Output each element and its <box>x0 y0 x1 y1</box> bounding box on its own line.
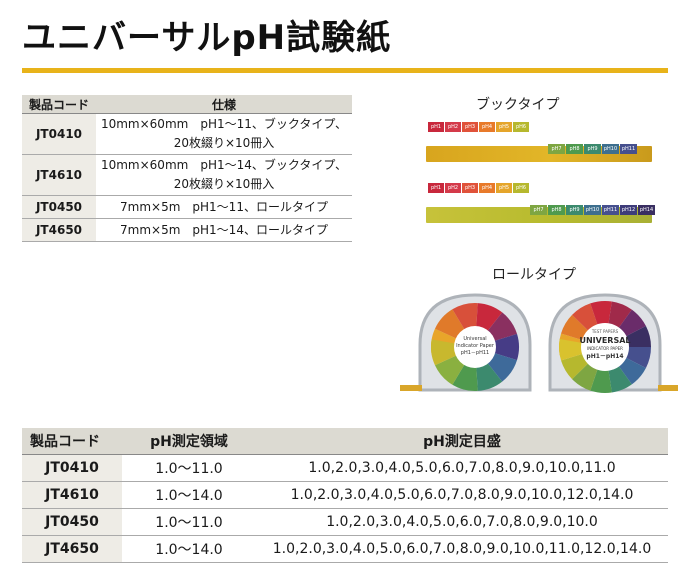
product-code: JT4610 <box>22 154 96 196</box>
spec-text: 10mm×60mm pH1～11、ブックタイプ、 20枚綴り×10冊入 <box>96 113 352 155</box>
roll-type-caption: ロールタイプ <box>492 267 576 283</box>
range-header-scale: pH測定目盛 <box>256 428 668 455</box>
ph-color-chip: pH10 <box>584 205 601 215</box>
roll-dispenser-ph14: TEST PAPERS UNIVERSAL INDICATOR PAPER pH… <box>548 293 678 393</box>
booklet-ph11-chart: pH1 pH2 pH3 pH4 pH5 pH6 <box>428 122 529 132</box>
roll-label-text: pH1－pH11 <box>461 350 489 356</box>
ph-scale: 1.0,2.0,3.0,4.0,5.0,6.0,7.0,8.0,9.0,10.0… <box>256 535 668 563</box>
booklet-ph14-chart: pH1 pH2 pH3 pH4 pH5 pH6 <box>428 183 529 193</box>
ph-color-chip: pH4 <box>479 183 495 193</box>
product-code: JT0410 <box>22 113 96 155</box>
ph-color-chip: pH12 <box>620 205 637 215</box>
ph-color-chip: pH3 <box>462 183 478 193</box>
table-row: JT4610 1.0～14.0 1.0,2.0,3.0,4.0,5.0,6.0,… <box>22 481 668 509</box>
ph-color-chip: pH2 <box>445 122 461 132</box>
spec-table: 製品コード 仕様 JT0410 10mm×60mm pH1～11、ブックタイプ、… <box>22 95 352 242</box>
spec-line: 20枚綴り×10冊入 <box>173 177 275 191</box>
table-row: JT4650 1.0～14.0 1.0,2.0,3.0,4.0,5.0,6.0,… <box>22 535 668 563</box>
ph-color-chip: pH10 <box>602 144 619 154</box>
product-code: JT0450 <box>22 508 122 536</box>
ph-color-chip: pH8 <box>566 144 583 154</box>
ph-color-chip: pH1 <box>428 122 444 132</box>
spec-header-code: 製品コード <box>22 95 96 114</box>
color-chart-row: pH7 pH8 pH9 pH10 pH11 pH12 pH14 <box>530 205 655 215</box>
range-table: 製品コード pH測定領域 pH測定目盛 JT0410 1.0～11.0 1.0,… <box>22 428 668 563</box>
table-row: JT0450 1.0～11.0 1.0,2.0,3.0,4.0,5.0,6.0,… <box>22 508 668 536</box>
ph-color-chip: pH5 <box>496 122 512 132</box>
roll-dispensers-illustration: Universal Indicator Paper pH1－pH11 TEST … <box>400 293 678 393</box>
color-chart-row: pH7 pH8 pH9 pH10 pH11 <box>548 144 637 154</box>
ph-range: 1.0～14.0 <box>122 535 256 563</box>
paper-tape <box>658 385 678 391</box>
color-chart-row: pH1 pH2 pH3 pH4 pH5 pH6 <box>428 183 529 193</box>
ph-color-chip: pH14 <box>638 205 655 215</box>
roll-label-text: Universal <box>463 336 486 342</box>
ph-range: 1.0～11.0 <box>122 454 256 482</box>
roll-label-text: TEST PAPERS <box>591 329 619 334</box>
product-code: JT0410 <box>22 454 122 482</box>
spec-text: 7mm×5m pH1～14、ロールタイプ <box>96 218 352 242</box>
ph-scale: 1.0,2.0,3.0,4.0,5.0,6.0,7.0,8.0,9.0,10.0 <box>256 508 668 536</box>
table-row: JT4650 7mm×5m pH1～14、ロールタイプ <box>22 218 352 242</box>
spec-line: 10mm×60mm pH1～14、ブックタイプ、 <box>100 158 348 172</box>
roll-label-text: INDICATOR PAPER <box>587 346 623 351</box>
ph-color-chip: pH1 <box>428 183 444 193</box>
paper-tape <box>400 385 422 391</box>
page-title: ユニバーサルpH試験紙 <box>22 18 392 58</box>
ph-scale: 1.0,2.0,3.0,4.0,5.0,6.0,7.0,8.0,9.0,10.0… <box>256 481 668 509</box>
ph-color-chip: pH11 <box>602 205 619 215</box>
spec-text: 10mm×60mm pH1～14、ブックタイプ、 20枚綴り×10冊入 <box>96 154 352 196</box>
range-header-range: pH測定領域 <box>122 428 256 455</box>
product-code: JT4610 <box>22 481 122 509</box>
table-row: JT0410 1.0～11.0 1.0,2.0,3.0,4.0,5.0,6.0,… <box>22 454 668 482</box>
table-row: JT0450 7mm×5m pH1～11、ロールタイプ <box>22 195 352 219</box>
table-row: JT0410 10mm×60mm pH1～11、ブックタイプ、 20枚綴り×10… <box>22 113 352 155</box>
ph-color-chip: pH5 <box>496 183 512 193</box>
range-header-row: 製品コード pH測定領域 pH測定目盛 <box>22 428 668 455</box>
spec-line: 7mm×5m pH1～14、ロールタイプ <box>120 222 328 237</box>
product-code: JT0450 <box>22 195 96 219</box>
wheel-segment <box>475 333 519 361</box>
ph-range: 1.0～11.0 <box>122 508 256 536</box>
spec-header-row: 製品コード 仕様 <box>22 95 352 114</box>
color-chart-row: pH1 pH2 pH3 pH4 pH5 pH6 <box>428 122 529 132</box>
ph-range: 1.0～14.0 <box>122 481 256 509</box>
ph-color-chip: pH7 <box>548 144 565 154</box>
title-underline <box>22 68 668 73</box>
book-type-caption: ブックタイプ <box>476 97 560 113</box>
ph-color-chip: pH9 <box>566 205 583 215</box>
ph-color-chip: pH4 <box>479 122 495 132</box>
ph-scale: 1.0,2.0,3.0,4.0,5.0,6.0,7.0,8.0,9.0,10.0… <box>256 454 668 482</box>
product-code: JT4650 <box>22 218 96 242</box>
spec-header-spec: 仕様 <box>96 95 352 114</box>
spec-text: 7mm×5m pH1～11、ロールタイプ <box>96 195 352 219</box>
table-row: JT4610 10mm×60mm pH1～14、ブックタイプ、 20枚綴り×10… <box>22 154 352 196</box>
ph-color-chip: pH11 <box>620 144 637 154</box>
ph-color-chip: pH3 <box>462 122 478 132</box>
ph-color-chip: pH6 <box>513 183 529 193</box>
roll-label-text: UNIVERSAL <box>579 336 630 345</box>
spec-line: 7mm×5m pH1～11、ロールタイプ <box>120 199 328 214</box>
roll-dispenser-ph11: Universal Indicator Paper pH1－pH11 <box>400 293 532 392</box>
roll-label-text: pH1－pH14 <box>586 353 623 360</box>
ph-color-chip: pH6 <box>513 122 529 132</box>
range-header-code: 製品コード <box>22 428 122 455</box>
spec-line: 20枚綴り×10冊入 <box>173 136 275 150</box>
spec-line: 10mm×60mm pH1～11、ブックタイプ、 <box>100 117 348 131</box>
roll-label-text: Indicator Paper <box>456 343 495 349</box>
ph-color-chip: pH7 <box>530 205 547 215</box>
product-code: JT4650 <box>22 535 122 563</box>
ph-color-chip: pH2 <box>445 183 461 193</box>
ph-color-chip: pH8 <box>548 205 565 215</box>
ph-color-chip: pH9 <box>584 144 601 154</box>
